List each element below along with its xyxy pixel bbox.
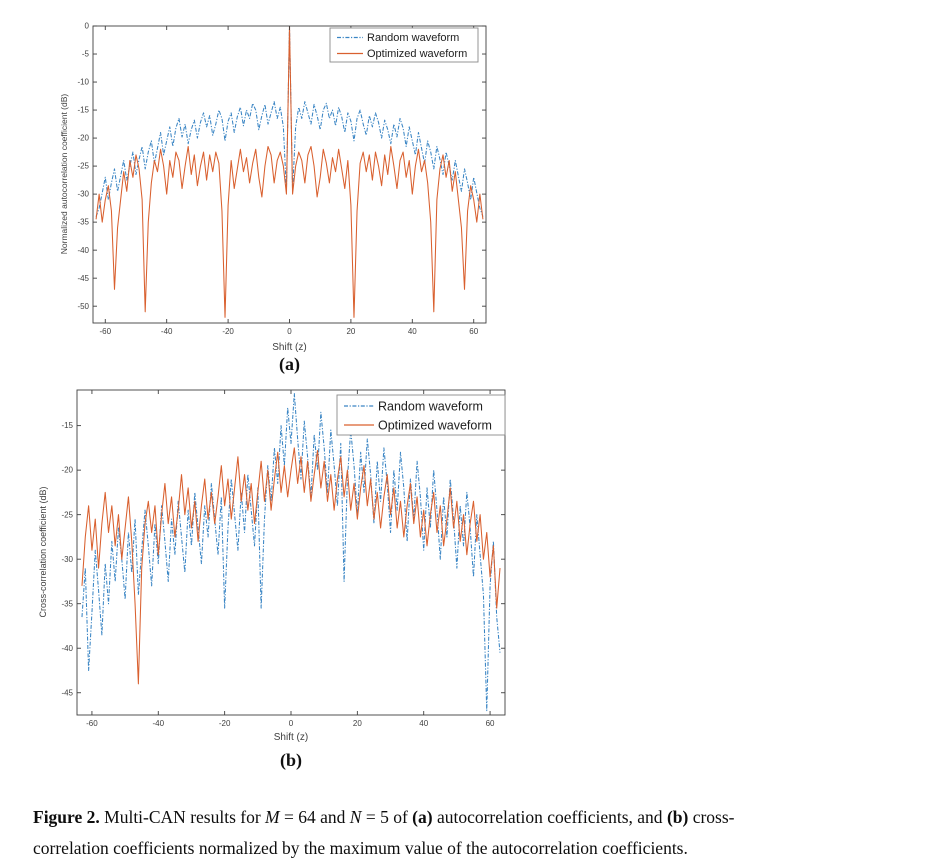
x-tick-label: 20: [346, 327, 355, 336]
caption-segment: (b): [666, 806, 689, 827]
legend-label-optimized-waveform: Optimized waveform: [367, 48, 467, 60]
x-tick-label: 0: [287, 327, 292, 336]
y-tick-label: -30: [77, 190, 89, 199]
legend: Random waveform Optimized waveform: [336, 394, 506, 436]
x-tick-label: -60: [86, 719, 98, 728]
y-tick-label: -45: [61, 688, 73, 697]
y-tick-label: -5: [82, 50, 90, 59]
subfigure-label-a: (a): [279, 354, 300, 374]
legend-box: [329, 27, 479, 63]
legend-label-optimized-waveform: Optimized waveform: [378, 418, 492, 432]
y-tick-label: -25: [61, 510, 73, 519]
x-tick-label: -60: [100, 327, 112, 336]
figure-caption: Figure 2. Multi-CAN results for M = 64 a…: [33, 802, 897, 859]
x-tick-label: -40: [161, 327, 173, 336]
caption-segment: = 5 of: [361, 806, 413, 827]
plot-series: [81, 393, 501, 712]
subfigure-label-b: (b): [280, 750, 302, 770]
y-tick-label: -40: [61, 644, 73, 653]
y-axis-label: Normalized autocorrelation coefficient (…: [59, 94, 69, 255]
y-tick-label: -10: [77, 78, 89, 87]
y-tick-label: 0: [85, 22, 90, 31]
y-tick-label: -15: [61, 421, 73, 430]
legend-label-random-waveform: Random waveform: [367, 32, 459, 44]
x-axis-label: Shift (z): [274, 732, 308, 743]
caption-segment: cross-: [688, 806, 735, 827]
plot-box: [92, 25, 487, 324]
caption-segment: Figure 2.: [33, 806, 100, 827]
x-tick-label: -20: [219, 719, 231, 728]
y-tick-label: -25: [77, 162, 89, 171]
y-tick-label: -40: [77, 246, 89, 255]
y-tick-label: -15: [77, 106, 89, 115]
y-tick-label: -20: [77, 134, 89, 143]
y-tick-label: -35: [77, 218, 89, 227]
x-tick-label: 20: [353, 719, 362, 728]
x-tick-label: -20: [222, 327, 234, 336]
x-tick-label: 40: [419, 719, 428, 728]
y-axis-ticks: -15 -20 -25 -30 -35 -40 -45: [61, 421, 505, 697]
x-axis-ticks: -60 -40 -20 0 20 40 60: [86, 390, 495, 728]
cross-correlation-chart: -60 -40 -20 0 20 40 60 -15 -20 -25 -30 -35 -40 -45 Shi…: [38, 389, 506, 743]
x-tick-label: 0: [289, 719, 294, 728]
y-tick-label: -50: [77, 302, 89, 311]
legend: Random waveform Optimized waveform: [329, 27, 479, 63]
y-axis-label: Cross-correlation coefficient (dB): [38, 487, 48, 618]
caption-segment: Multi-CAN results for: [99, 806, 266, 827]
series-line-optimized-waveform: [95, 26, 484, 318]
series-line-random-waveform: [81, 393, 501, 712]
y-tick-label: -20: [61, 466, 73, 475]
y-axis-ticks: 0 -5 -10 -15 -20 -25 -30 -35 -40 -45 -50: [77, 22, 486, 311]
y-tick-label: -45: [77, 274, 89, 283]
y-tick-label: -30: [61, 555, 73, 564]
series-line-random-waveform: [95, 26, 484, 217]
x-tick-label: 60: [486, 719, 495, 728]
legend-label-random-waveform: Random waveform: [378, 399, 483, 413]
autocorrelation-chart: -60 -40 -20 0 20 40 60 0 -5 -10 -15 -20 -25 -30 -35 -40…: [59, 22, 487, 353]
x-axis-label: Shift (z): [272, 342, 306, 353]
x-tick-label: -40: [153, 719, 165, 728]
x-tick-label: 40: [408, 327, 417, 336]
y-tick-label: -35: [61, 599, 73, 608]
caption-segment: M: [265, 806, 280, 827]
legend-box: [336, 394, 506, 436]
caption-line: correlation coefficients normalized by t…: [33, 833, 897, 859]
series-line-optimized-waveform: [81, 447, 501, 685]
x-tick-label: 60: [469, 327, 478, 336]
plot-series: [95, 26, 484, 318]
caption-line: Figure 2. Multi-CAN results for M = 64 a…: [33, 802, 897, 833]
caption-segment: N: [349, 806, 362, 827]
caption-segment: (a): [412, 806, 433, 827]
caption-segment: correlation coefficients normalized by t…: [33, 837, 688, 858]
caption-segment: = 64 and: [279, 806, 350, 827]
caption-segment: autocorrelation coefficients, and: [432, 806, 667, 827]
